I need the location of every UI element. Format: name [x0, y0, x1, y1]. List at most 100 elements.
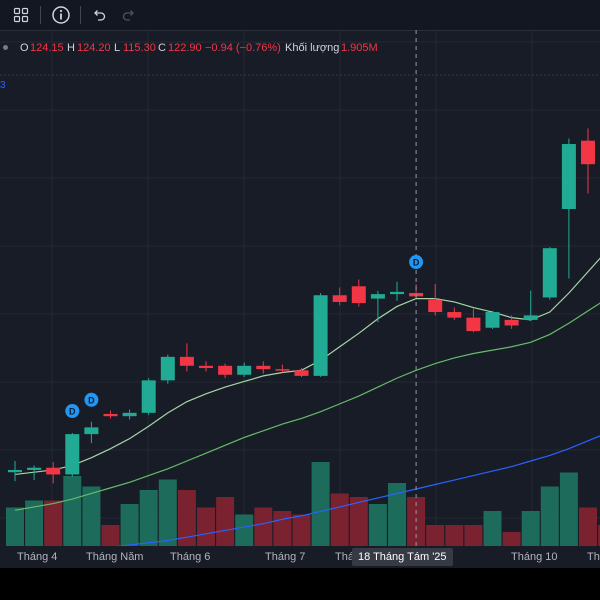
time-tick: Tháng Năm: [86, 551, 144, 563]
candle-body: [466, 317, 481, 332]
candle-body: [256, 365, 271, 370]
dividend-marker-icon: [409, 255, 424, 270]
volume-bar: [292, 514, 311, 546]
candle-body: [294, 370, 309, 376]
status-dot: [3, 45, 8, 50]
candle-body: [84, 427, 99, 435]
volume-bar: [120, 504, 139, 546]
chart-toolbar: [0, 0, 600, 31]
candle-body: [179, 356, 194, 366]
legend-open-label: O: [20, 42, 29, 54]
volume-bar: [368, 504, 387, 546]
candle-body: [65, 434, 80, 475]
candle-body: [103, 413, 118, 417]
legend-volume-label: Khối lượng: [285, 42, 340, 54]
legend-change: −0.94 (−0.76%): [205, 42, 281, 54]
volume-bar: [158, 479, 177, 546]
volume-bar: [82, 486, 101, 546]
volume-bar: [254, 507, 273, 546]
volume-bar: [349, 497, 368, 546]
toolbar-divider: [80, 6, 81, 24]
legend-open-value: 124.15: [30, 42, 64, 54]
volume-bar: [25, 500, 44, 546]
candle-body: [275, 369, 290, 371]
volume-bar: [197, 507, 215, 546]
dividend-marker-label: D: [69, 407, 76, 417]
ma-short-line: [14, 257, 600, 476]
volume-bar: [177, 490, 196, 546]
volume-bar: [6, 507, 24, 546]
volume-bar: [216, 497, 235, 546]
ma-long-line: [115, 435, 600, 546]
legend-low-value: 115.30: [123, 42, 156, 54]
candle-body: [447, 312, 462, 318]
volume-bar: [139, 490, 158, 546]
candle-body: [504, 319, 519, 326]
legend-high-value: 124.20: [77, 42, 111, 54]
candle-body: [237, 365, 252, 375]
candle-body: [332, 295, 347, 302]
candle-body: [390, 291, 404, 295]
volume-bar: [273, 511, 292, 546]
dividend-marker-icon: [65, 404, 80, 418]
legend-low-label: L: [114, 42, 121, 54]
dividend-marker-icon: [84, 392, 99, 407]
candle-body: [523, 315, 538, 320]
volume-bar: [388, 483, 406, 546]
grid-icon[interactable]: [8, 3, 34, 27]
dividend-marker-label: D: [88, 395, 95, 405]
volume-bar: [540, 486, 559, 546]
volume-bar: [101, 525, 120, 546]
chart-app[interactable]: D D D O 124.15 H 124.20 L 115.30 C 122.90 …: [0, 0, 600, 568]
volume-bar: [330, 493, 349, 546]
time-tick: Tháng 6: [170, 551, 211, 563]
volume-bar: [559, 472, 578, 546]
candle-body: [46, 467, 61, 475]
volume-bar: [426, 525, 445, 546]
candle-body: [428, 299, 443, 313]
volume-bar: [579, 507, 597, 546]
candle-body: [8, 469, 22, 473]
candle-body: [581, 140, 595, 165]
legend-close-value: 122.90: [168, 42, 202, 54]
volume-bar: [483, 511, 502, 546]
chart-canvas[interactable]: D D D: [0, 30, 600, 546]
candle-body: [218, 365, 233, 375]
time-tick: Tháng 4: [17, 551, 58, 563]
time-tick: Tháng 7: [265, 551, 306, 563]
candle-body: [199, 365, 213, 369]
volume-bar: [445, 525, 464, 546]
candle-body: [27, 467, 42, 470]
time-tick: Thá: [335, 551, 354, 563]
legend-volume-value: 1.905M: [341, 42, 378, 54]
ma-mid-line: [14, 302, 600, 511]
candle-body: [141, 380, 156, 413]
candle-body: [160, 356, 175, 381]
toolbar-divider: [40, 6, 41, 24]
volume-bar: [311, 462, 330, 546]
legend-close-label: C: [158, 42, 166, 54]
time-tick: Tháng 10: [511, 551, 558, 563]
crosshair-time-label: 18 Tháng Tám '25: [352, 548, 453, 566]
volume-bar: [44, 500, 63, 546]
volume-bar: [464, 525, 483, 546]
volume-bar: [598, 525, 600, 546]
candle-body: [351, 286, 366, 304]
candle-body: [542, 248, 557, 298]
time-tick: Thá: [587, 551, 600, 563]
redo-icon[interactable]: [116, 3, 142, 27]
candle-body: [122, 412, 137, 417]
undo-icon[interactable]: [86, 3, 112, 27]
volume-bar: [235, 514, 254, 546]
candle-body: [485, 312, 500, 328]
candle-body: [370, 294, 385, 299]
time-axis[interactable]: Tháng 4 Tháng Năm Tháng 6 Tháng 7 Thá 9 …: [0, 546, 600, 568]
info-icon[interactable]: [48, 3, 74, 27]
volume-bar: [63, 476, 82, 546]
side-label: 3: [0, 80, 6, 91]
volume-bar: [502, 532, 521, 546]
candle-body: [313, 295, 328, 376]
ohlc-legend: O 124.15 H 124.20 L 115.30 C 122.90 −0.9…: [0, 38, 600, 58]
volume-bar: [521, 511, 540, 546]
legend-high-label: H: [67, 42, 75, 54]
